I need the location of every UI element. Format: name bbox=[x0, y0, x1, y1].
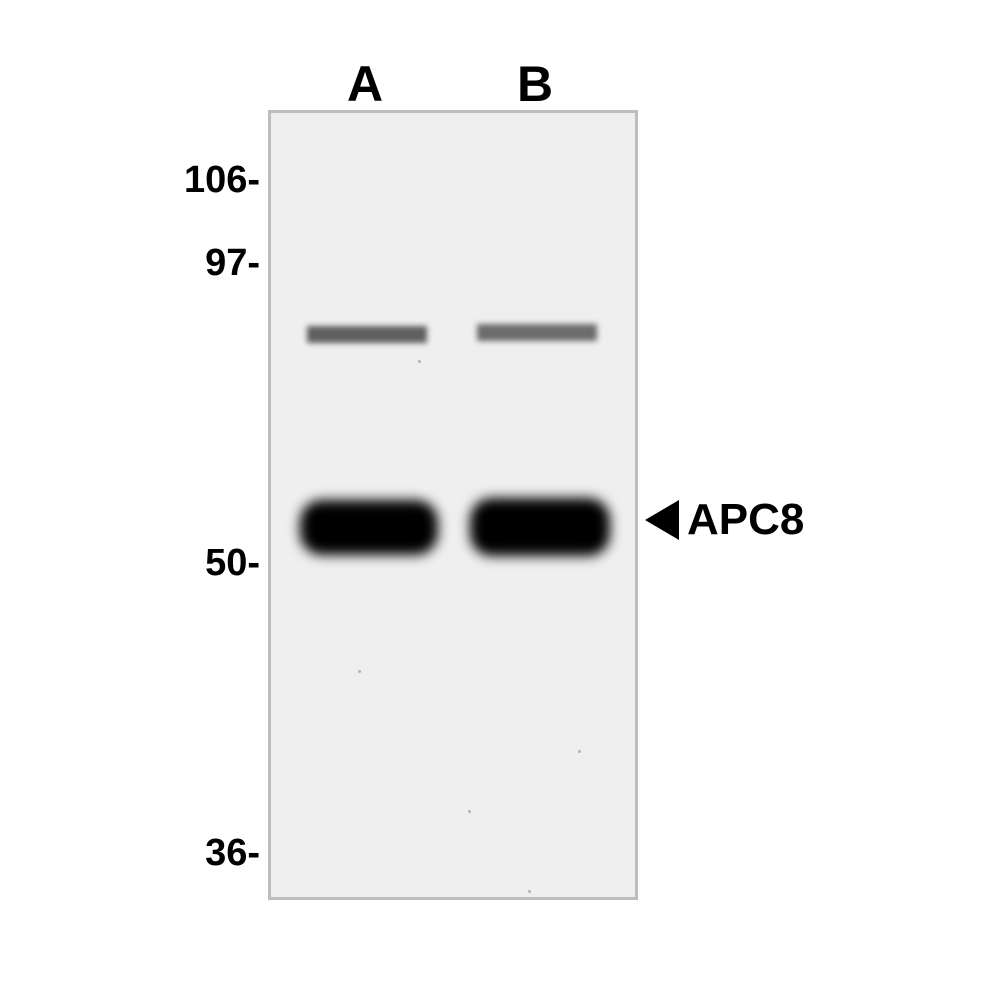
lane-label-a: A bbox=[335, 55, 395, 113]
noise-speckle bbox=[528, 890, 531, 893]
blot-edge-bottom bbox=[268, 897, 638, 900]
marker-50: 50- bbox=[205, 542, 260, 585]
protein-label: APC8 bbox=[645, 495, 804, 545]
protein-label-text: APC8 bbox=[687, 495, 804, 545]
band-b-main bbox=[470, 498, 610, 556]
noise-speckle bbox=[468, 810, 471, 813]
noise-speckle bbox=[358, 670, 361, 673]
noise-speckle bbox=[418, 360, 421, 363]
blot-edge-right bbox=[635, 110, 638, 900]
arrow-left-icon bbox=[645, 500, 679, 540]
noise-speckle bbox=[578, 750, 581, 753]
blot-edge-left bbox=[268, 110, 271, 900]
band-a-upper bbox=[307, 326, 427, 343]
band-b-upper bbox=[477, 324, 597, 341]
lane-label-b: B bbox=[505, 55, 565, 113]
blot-membrane bbox=[268, 110, 638, 900]
figure-container: A B 106- 97- 50- 36- APC8 bbox=[0, 0, 1000, 1000]
band-a-main bbox=[300, 500, 438, 555]
marker-106: 106- bbox=[184, 159, 260, 202]
blot-edge-top bbox=[268, 110, 638, 113]
marker-36: 36- bbox=[205, 832, 260, 875]
marker-97: 97- bbox=[205, 242, 260, 285]
noise-speckle bbox=[338, 530, 341, 533]
